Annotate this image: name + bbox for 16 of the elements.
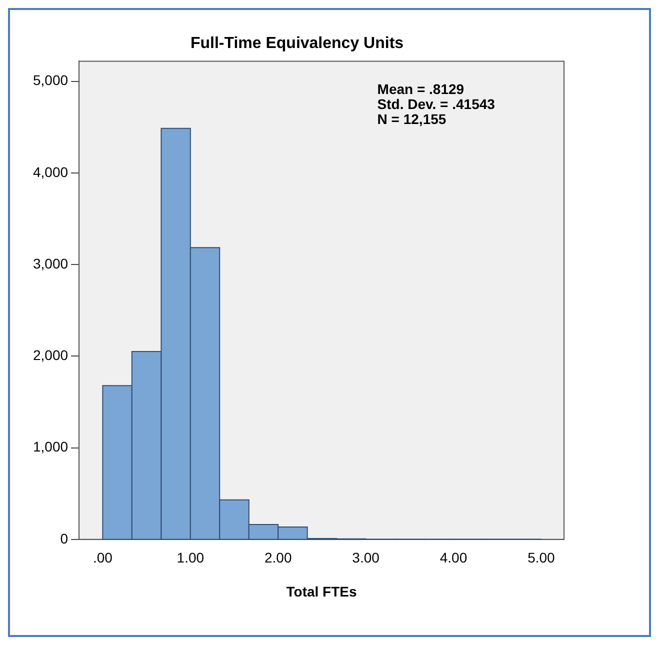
annotation: Mean = .8129 [377, 81, 464, 98]
annotation: N = 12,155 [377, 111, 446, 128]
annotation: Std. Dev. = .41543 [377, 96, 496, 112]
y-tick-label: 1,000 [32, 438, 68, 455]
y-tick-label: 3,000 [32, 255, 68, 272]
x-tick-label: 5.00 [528, 550, 556, 566]
chart-title: Full-Time Equivalency Units [190, 35, 404, 52]
x-tick-label: 2.00 [264, 550, 292, 566]
y-tick-label: 2,000 [32, 347, 68, 364]
y-tick-label: 5,000 [32, 72, 68, 88]
x-tick-label: 3.00 [352, 550, 380, 566]
y-tick-label: 0 [60, 530, 68, 546]
x-tick-label: 1.00 [176, 550, 204, 566]
x-tick-label: 4.00 [440, 550, 468, 566]
x-tick-label: .00 [92, 550, 113, 566]
y-tick-label: 4,000 [32, 164, 68, 180]
